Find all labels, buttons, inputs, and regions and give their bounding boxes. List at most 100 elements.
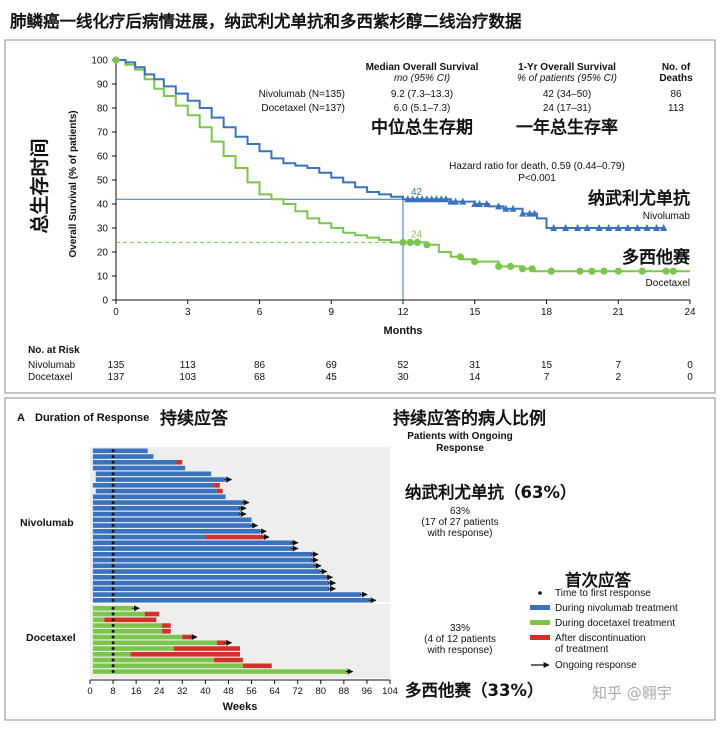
survival-ylabel: Overall Survival (% of patients) <box>68 110 79 257</box>
censor-mark-nivolumab <box>471 200 479 207</box>
series-label-nivolumab-cn: 纳武利尤单抗 <box>588 188 690 209</box>
at-risk-value: 69 <box>326 360 338 371</box>
response-x-tick-label: 72 <box>292 686 303 697</box>
table-row-nivolumab-median: 9.2 (7.3–13.3) <box>391 89 453 100</box>
response-bar-nivolumab <box>92 529 261 534</box>
survival-x-tick-label: 24 <box>684 307 696 318</box>
censor-mark-nivolumab <box>409 195 417 203</box>
survival-y-tick-label: 20 <box>97 248 109 259</box>
page-title: 肺鳞癌一线化疗后病情进展，纳武利尤单抗和多西紫杉醇二线治疗数据 <box>10 11 522 31</box>
response-bar-docetaxel <box>92 640 217 646</box>
response-legend: Time to first response During nivolumab t… <box>530 588 678 671</box>
legend-label: During nivolumab treatment <box>555 603 678 614</box>
censor-mark-docetaxel <box>576 267 584 275</box>
first-response-dot <box>111 506 115 510</box>
censor-mark-nivolumab <box>413 195 421 203</box>
median-os-header: Median Overall Survival <box>366 62 479 73</box>
first-response-dot <box>111 593 115 597</box>
response-bar-nivolumab <box>92 448 148 454</box>
watermark: 知乎 @翱宇 <box>592 684 672 702</box>
response-bar-nivolumab <box>92 460 177 465</box>
censor-mark-nivolumab <box>428 195 436 203</box>
at-risk-value: 52 <box>397 360 409 371</box>
censor-mark-nivolumab <box>605 224 613 231</box>
ongoing-header-2: Response <box>436 443 484 454</box>
hazard-ratio: Hazard ratio for death, 0.59 (0.44–0.79) <box>449 161 625 172</box>
first-response-dot <box>111 635 115 639</box>
oneyear-os-cn: 一年总生存率 <box>516 117 618 138</box>
response-x-tick-label: 96 <box>362 686 373 697</box>
first-response-dot <box>111 460 115 464</box>
nivolumab-detail-1: (17 of 27 patients <box>421 517 498 528</box>
censor-mark-nivolumab <box>660 224 668 231</box>
table-row-docetaxel-oneyear: 24 (17–31) <box>543 103 591 114</box>
first-response-dot <box>111 552 115 556</box>
survival-y-tick-label: 30 <box>97 224 109 235</box>
group-label-nivolumab: Nivolumab <box>20 517 74 529</box>
survival-xlabel: Months <box>383 325 422 337</box>
censor-mark-nivolumab <box>583 224 591 231</box>
response-bar-after-discontinuation <box>214 483 220 488</box>
response-right-title-cn: 持续应答的病人比例 <box>393 408 546 429</box>
censor-mark-nivolumab <box>459 197 467 205</box>
survival-x-tick-label: 15 <box>469 307 481 318</box>
response-x-tick-label: 0 <box>87 686 92 697</box>
response-x-tick-label: 56 <box>246 686 257 697</box>
response-bar-after-discontinuation <box>182 634 191 640</box>
legend-label: After discontinuation <box>555 633 646 644</box>
table-row-docetaxel-median: 6.0 (5.1–7.3) <box>394 103 451 114</box>
first-response-dot <box>111 501 115 505</box>
censor-mark-nivolumab <box>442 195 450 203</box>
response-bar-nivolumab <box>92 454 154 459</box>
first-response-dot <box>111 558 115 562</box>
response-bar-after-discontinuation <box>216 640 226 646</box>
censor-mark-nivolumab <box>519 209 527 217</box>
response-bar-docetaxel <box>92 669 347 674</box>
censor-mark-nivolumab <box>550 224 558 231</box>
first-response-dot <box>111 598 115 602</box>
censor-mark-nivolumab <box>447 197 455 205</box>
response-bar-nivolumab <box>92 569 321 574</box>
group-label-docetaxel: Docetaxel <box>26 632 76 644</box>
response-bar-nivolumab <box>92 580 330 586</box>
censor-mark-docetaxel <box>614 267 622 275</box>
response-bar-nivolumab <box>92 598 370 603</box>
legend-swatch <box>530 605 550 610</box>
survival-y-tick-label: 100 <box>91 56 108 67</box>
response-bar-nivolumab <box>92 511 240 517</box>
first-response-dot <box>111 652 115 656</box>
median-os-cn: 中位总生存期 <box>371 117 473 138</box>
table-row-docetaxel-deaths: 113 <box>668 103 684 114</box>
response-bar-nivolumab <box>92 552 313 557</box>
first-response-dot <box>111 466 115 470</box>
first-response-dot <box>111 629 115 633</box>
legend-swatch <box>530 635 550 640</box>
oneyear-os-subheader: % of patients (95% CI) <box>517 73 617 84</box>
survival-x-tick-label: 0 <box>113 307 119 318</box>
legend-label: Ongoing response <box>555 660 637 671</box>
censor-mark-nivolumab <box>624 224 632 231</box>
response-bar-docetaxel <box>92 617 105 623</box>
survival-x-tick-label: 9 <box>328 307 334 318</box>
first-response-dot <box>111 664 115 668</box>
censor-mark-docetaxel <box>662 267 670 275</box>
survival-x-tick-label: 21 <box>613 307 625 318</box>
response-bar-nivolumab <box>95 488 217 494</box>
response-x-tick-label: 32 <box>177 686 188 697</box>
response-bar-after-discontinuation <box>173 646 240 651</box>
response-bar-docetaxel <box>92 663 243 669</box>
response-bar-nivolumab <box>92 483 215 488</box>
censor-mark-nivolumab <box>643 224 651 231</box>
response-bar-nivolumab <box>92 563 315 569</box>
at-risk-value: 86 <box>254 360 266 371</box>
censor-mark-nivolumab <box>418 195 426 203</box>
response-bar-nivolumab <box>92 586 330 592</box>
censor-mark-docetaxel <box>507 262 515 270</box>
response-bar-nivolumab <box>92 546 292 551</box>
response-bar-docetaxel <box>92 646 174 651</box>
response-bar-nivolumab <box>92 592 362 597</box>
series-label-nivolumab: Nivolumab <box>643 211 691 222</box>
censor-mark-nivolumab <box>653 224 661 231</box>
censor-mark-nivolumab <box>476 200 484 207</box>
